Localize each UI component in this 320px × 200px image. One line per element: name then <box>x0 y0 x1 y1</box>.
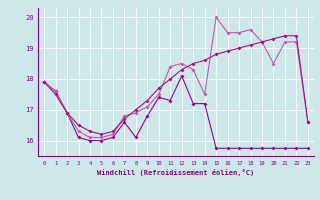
X-axis label: Windchill (Refroidissement éolien,°C): Windchill (Refroidissement éolien,°C) <box>97 169 255 176</box>
